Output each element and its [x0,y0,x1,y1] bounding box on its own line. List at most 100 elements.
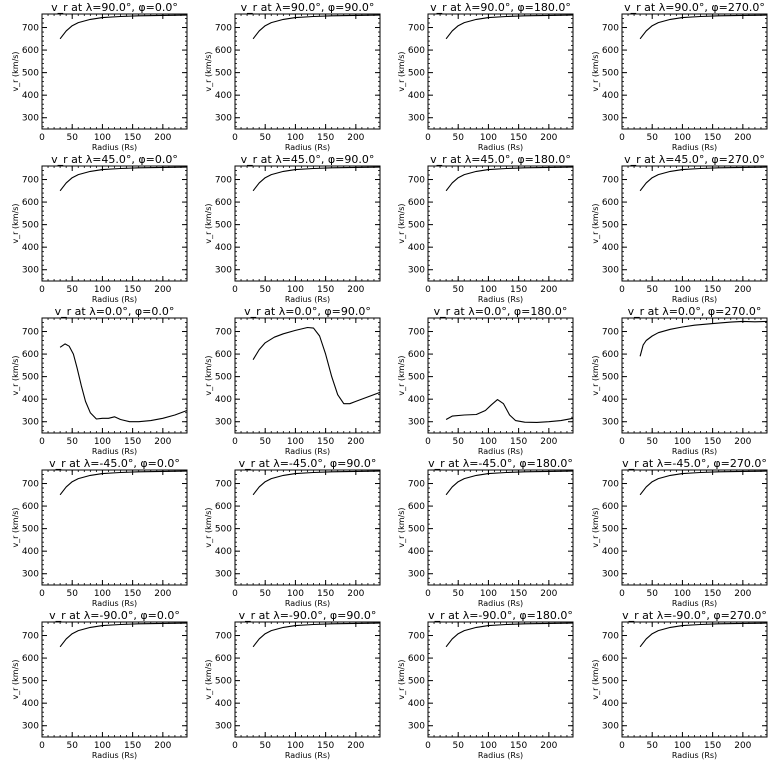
y-axis-label: v_r (km/s) [397,507,406,547]
series-line [445,399,574,423]
x-tick-label: 0 [425,589,431,599]
plot-frame [621,317,768,434]
y-tick-label: 700 [215,176,232,186]
x-tick-label: 100 [94,589,111,599]
x-tick-label: 200 [734,133,751,143]
chart-panel: v_r at λ=45.0°, φ=270.0° 0 50 100 150 200 300 4… [591,153,768,304]
y-tick-label: 500 [22,677,39,687]
plot-frame [234,165,381,282]
plot-frame [621,165,768,282]
x-tick-label: 0 [619,741,625,751]
x-tick-label: 150 [317,589,334,599]
chart-panel: v_r at λ=45.0°, φ=180.0° 0 50 100 150 200 300 4… [397,153,574,304]
x-tick-label: 50 [259,741,271,751]
y-tick-label: 700 [22,24,39,34]
x-tick-label: 100 [94,133,111,143]
y-tick-label: 600 [602,350,619,360]
y-tick-label: 300 [22,114,39,124]
x-tick-label: 200 [154,285,171,295]
x-tick-label: 0 [425,133,431,143]
x-axis-label: Radius (Rs) [92,295,137,304]
y-tick-label: 700 [602,328,619,338]
series-line [252,14,381,40]
chart-title: v_r at λ=-90.0°, φ=90.0° [239,609,377,622]
x-tick-label: 200 [347,133,364,143]
y-tick-label: 600 [408,46,425,56]
x-tick-label: 100 [480,741,497,751]
x-axis-label: Radius (Rs) [92,143,137,152]
chart-panel: v_r at λ=-90.0°, φ=0.0° 0 50 100 150 200 300 40… [11,609,188,760]
series-line [59,622,188,648]
x-tick-label: 200 [540,589,557,599]
y-tick-label: 300 [602,418,619,428]
y-tick-label: 700 [602,632,619,642]
y-tick-label: 600 [22,502,39,512]
x-axis-label: Radius (Rs) [478,599,523,608]
y-axis-label: v_r (km/s) [591,355,600,395]
y-tick-label: 400 [215,699,232,709]
y-tick-label: 700 [215,632,232,642]
y-axis-label: v_r (km/s) [204,203,213,243]
x-tick-label: 100 [674,133,691,143]
y-tick-label: 600 [215,654,232,664]
y-tick-label: 300 [215,570,232,580]
y-tick-label: 500 [602,221,619,231]
y-tick-label: 600 [602,198,619,208]
x-tick-label: 100 [480,285,497,295]
x-tick-label: 100 [287,589,304,599]
x-tick-label: 150 [510,741,527,751]
plot-frame [41,621,188,738]
chart-panel: v_r at λ=-45.0°, φ=0.0° 0 50 100 150 200 300 40… [11,457,188,608]
x-tick-label: 150 [124,589,141,599]
x-tick-label: 50 [259,285,271,295]
x-tick-label: 100 [94,285,111,295]
y-tick-label: 700 [215,480,232,490]
y-tick-label: 300 [215,418,232,428]
x-tick-label: 100 [287,437,304,447]
plot-frame [427,165,574,282]
chart-title: v_r at λ=-45.0°, φ=270.0° [622,457,767,470]
x-tick-label: 50 [66,741,78,751]
chart-title: v_r at λ=90.0°, φ=90.0° [241,1,375,14]
x-tick-label: 0 [39,589,45,599]
y-tick-label: 400 [408,699,425,709]
y-tick-label: 300 [22,266,39,276]
x-tick-label: 50 [452,437,464,447]
y-tick-label: 500 [215,677,232,687]
series-line [639,166,768,192]
y-tick-label: 300 [408,114,425,124]
y-tick-label: 300 [408,266,425,276]
y-tick-label: 400 [215,395,232,405]
plot-frame [41,469,188,586]
y-tick-label: 500 [215,69,232,79]
chart-title: v_r at λ=0.0°, φ=180.0° [434,305,568,318]
chart-title: v_r at λ=90.0°, φ=180.0° [430,1,571,14]
y-tick-label: 300 [408,570,425,580]
y-axis-label: v_r (km/s) [11,507,20,547]
x-tick-label: 0 [619,133,625,143]
chart-panel: v_r at λ=90.0°, φ=0.0° 0 50 100 150 200 300 400… [11,1,188,152]
chart-title: v_r at λ=-90.0°, φ=270.0° [622,609,767,622]
x-tick-label: 150 [317,437,334,447]
x-tick-label: 150 [317,741,334,751]
y-tick-label: 600 [408,502,425,512]
chart-panel: v_r at λ=-45.0°, φ=90.0° 0 50 100 150 200 300 4… [204,457,381,608]
y-tick-label: 700 [408,176,425,186]
x-tick-label: 100 [480,437,497,447]
chart-panel: v_r at λ=-90.0°, φ=270.0° 0 50 100 150 200 300… [591,609,768,760]
chart-panel: v_r at λ=0.0°, φ=270.0° 0 50 100 150 200 300 40… [591,305,768,456]
y-axis-label: v_r (km/s) [591,51,600,91]
series-line [59,470,188,496]
y-tick-label: 600 [408,654,425,664]
y-tick-label: 400 [22,395,39,405]
x-tick-label: 100 [480,133,497,143]
y-tick-label: 400 [22,91,39,101]
x-tick-label: 200 [347,589,364,599]
y-tick-label: 500 [22,69,39,79]
x-tick-label: 0 [425,437,431,447]
y-tick-label: 400 [408,243,425,253]
y-tick-label: 700 [22,176,39,186]
y-tick-label: 400 [215,547,232,557]
x-tick-label: 0 [39,437,45,447]
y-tick-label: 500 [215,525,232,535]
